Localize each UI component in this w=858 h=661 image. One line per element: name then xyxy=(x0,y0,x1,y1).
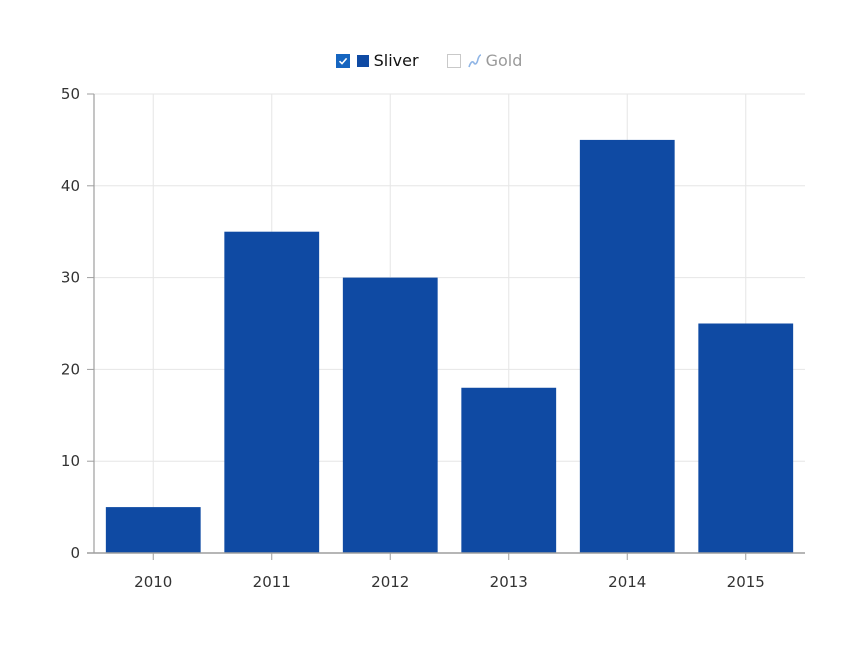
checkbox-unchecked-icon[interactable] xyxy=(446,53,461,68)
checkbox-checked-icon[interactable] xyxy=(335,53,350,68)
bar[interactable] xyxy=(342,277,438,553)
x-tick-label: 2015 xyxy=(727,573,765,591)
y-axis-ticks: 0 10 20 30 40 50 xyxy=(61,85,94,562)
bar[interactable] xyxy=(698,323,794,554)
bar-series-sliver xyxy=(105,139,794,554)
x-tick-label: 2013 xyxy=(490,573,528,591)
axes xyxy=(87,94,805,554)
y-tick-label: 0 xyxy=(70,544,80,562)
legend-label-gold: Gold xyxy=(485,51,523,70)
x-tick-label: 2011 xyxy=(253,573,291,591)
bar[interactable] xyxy=(461,387,557,553)
x-axis-ticks: 2010 2011 2012 2013 2014 2015 xyxy=(134,553,765,591)
legend-label-sliver: Sliver xyxy=(373,51,419,70)
x-tick-label: 2010 xyxy=(134,573,172,591)
bar-swatch-icon xyxy=(356,54,369,67)
x-tick-label: 2012 xyxy=(371,573,409,591)
y-tick-label: 40 xyxy=(61,177,80,195)
bar[interactable] xyxy=(579,139,675,553)
y-tick-label: 20 xyxy=(61,360,80,378)
bar[interactable] xyxy=(224,231,320,553)
chart-legend: Sliver Gold xyxy=(0,51,858,70)
y-tick-label: 50 xyxy=(61,85,80,103)
line-swatch-icon xyxy=(467,53,482,69)
legend-item-gold[interactable]: Gold xyxy=(446,51,523,70)
y-tick-label: 30 xyxy=(61,269,80,287)
y-tick-label: 10 xyxy=(61,452,80,470)
legend-item-sliver[interactable]: Sliver xyxy=(335,51,419,70)
bar[interactable] xyxy=(105,507,201,553)
x-tick-label: 2014 xyxy=(608,573,646,591)
